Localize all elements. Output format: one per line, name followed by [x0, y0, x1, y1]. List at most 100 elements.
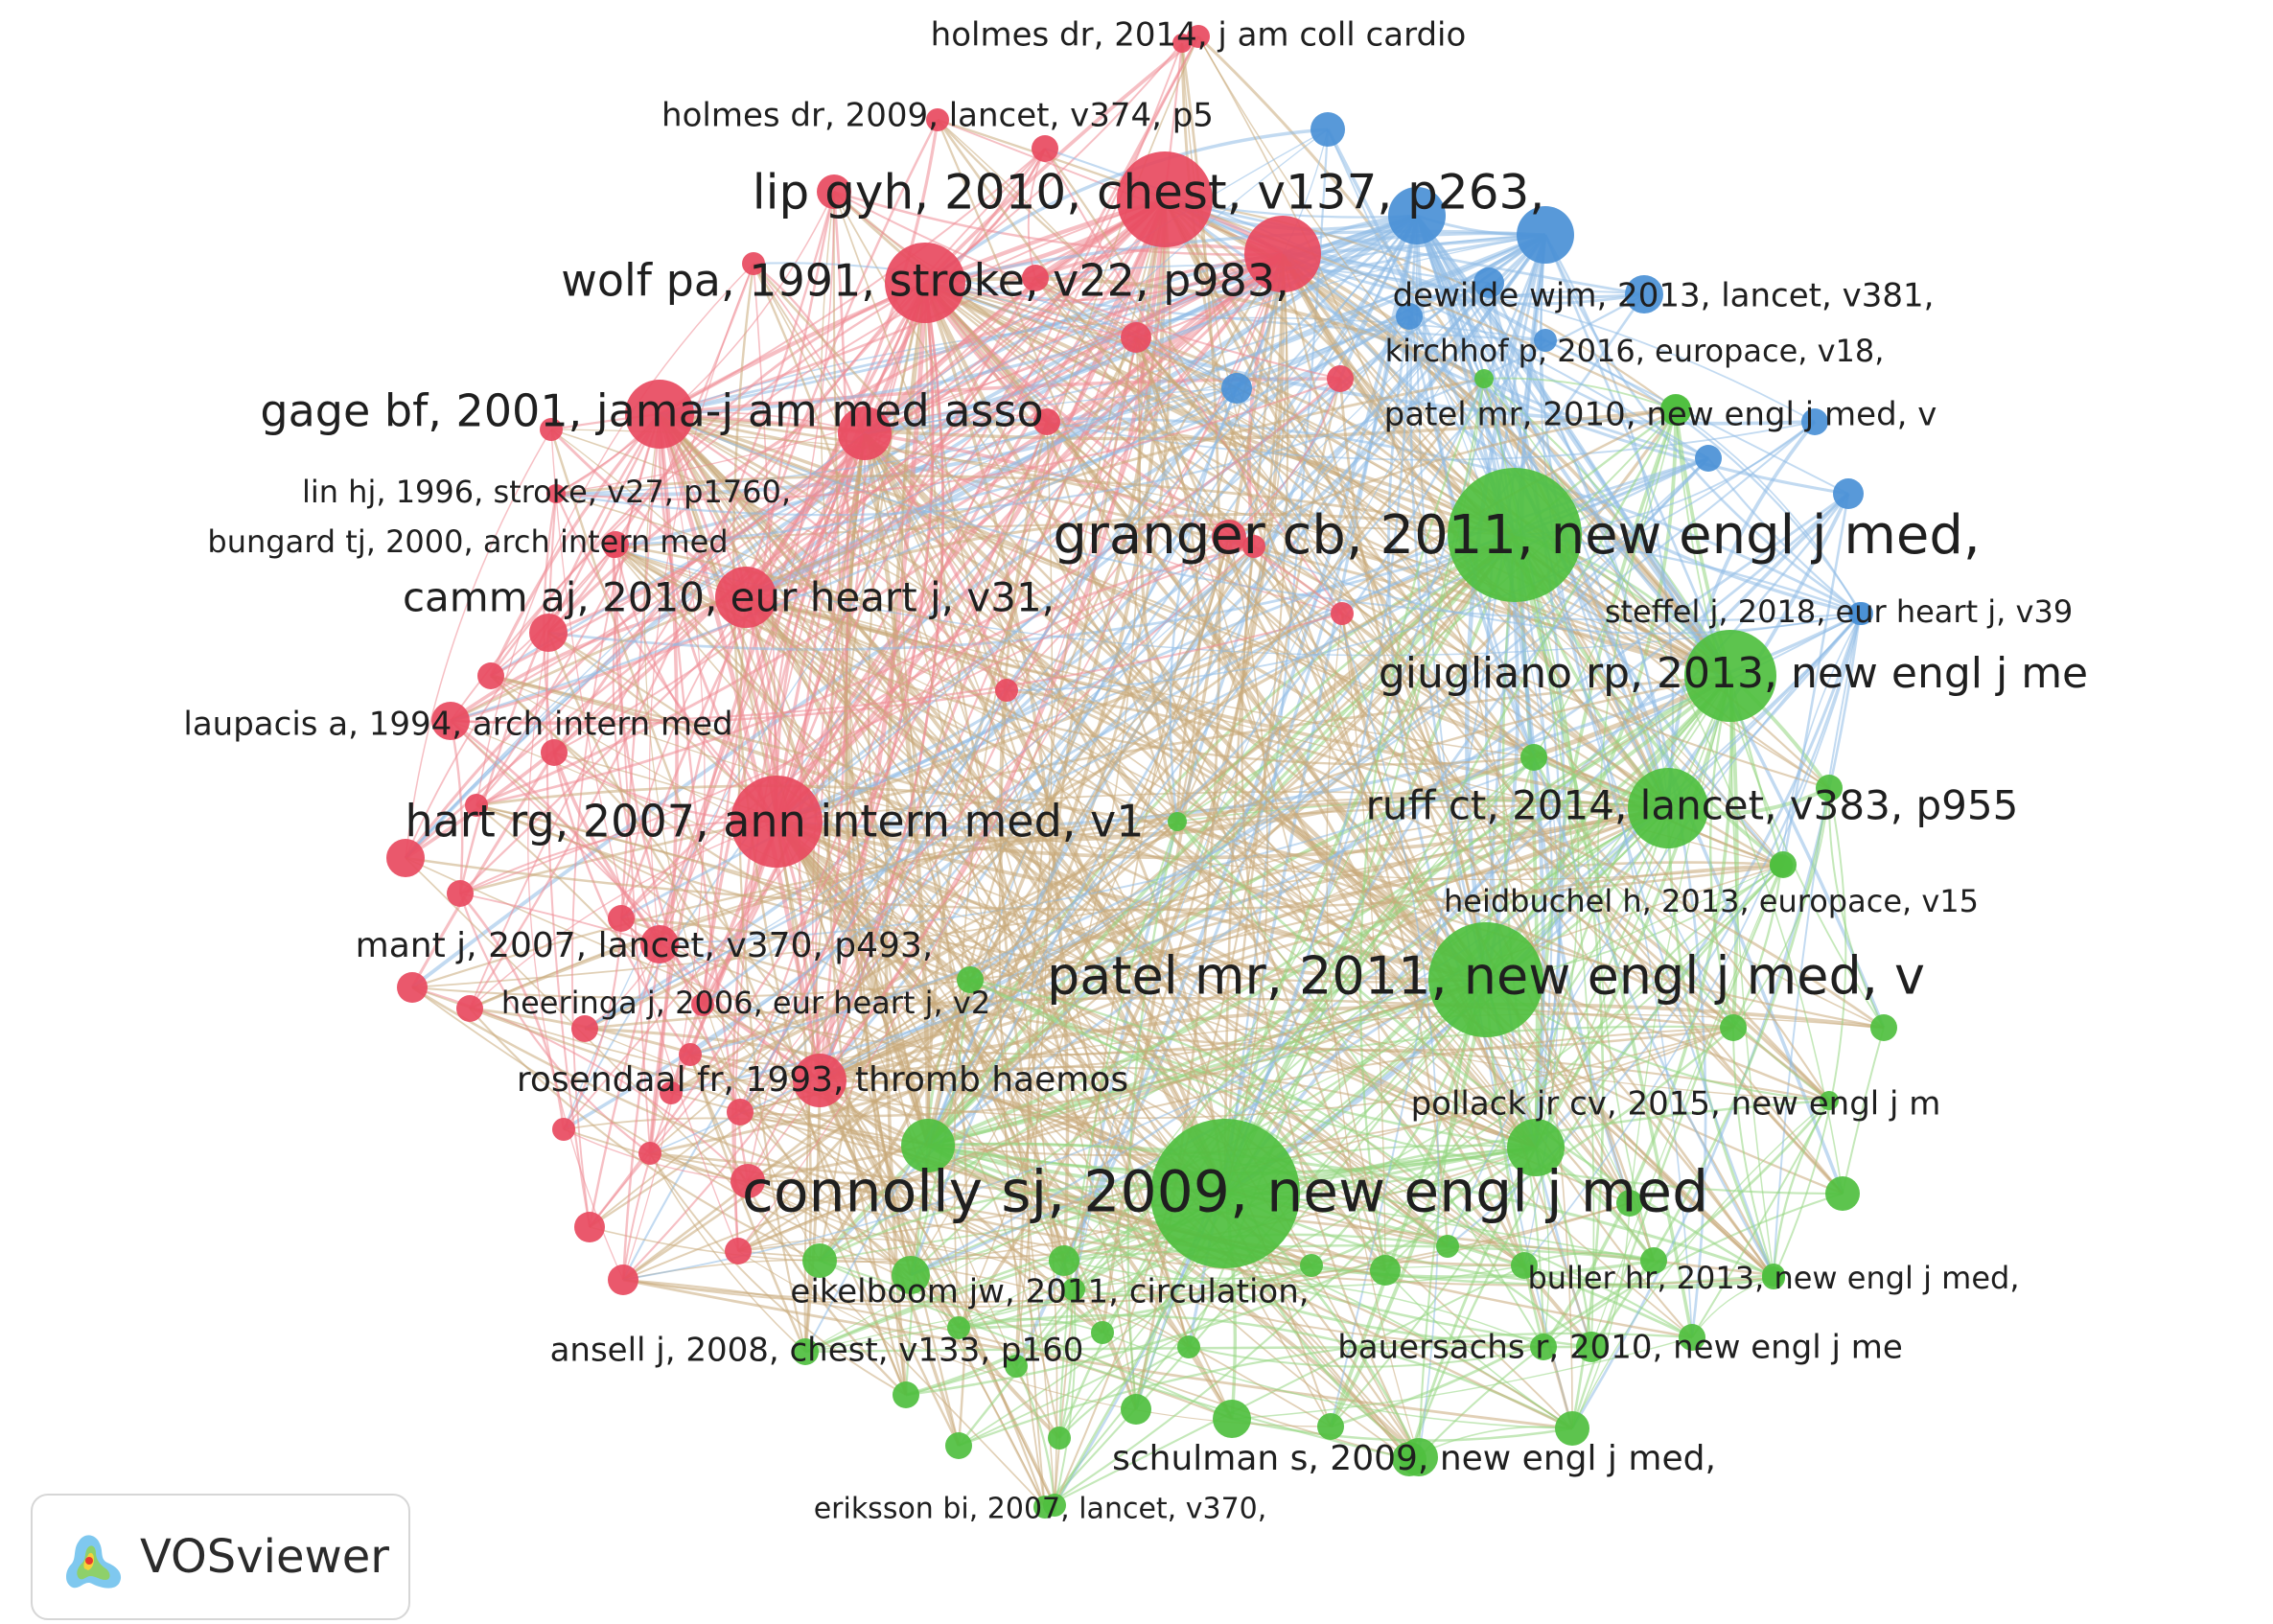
network-edge: [689, 1054, 1544, 1348]
vosviewer-logo-text: VOSviewer: [140, 1530, 390, 1584]
network-node: [447, 880, 474, 907]
network-edge: [1057, 674, 1731, 1439]
network-node: [742, 252, 765, 275]
node-n19: [1820, 1091, 1839, 1110]
network-edge: [1044, 1264, 1525, 1508]
network-node: [947, 1316, 970, 1339]
network-node: [1043, 1494, 1066, 1517]
network-edge: [490, 281, 926, 677]
network-edge: [450, 198, 1166, 722]
network-edge: [1418, 1193, 1844, 1458]
network-node: [1049, 1245, 1079, 1276]
network-edge: [1330, 1100, 1831, 1428]
network-edge: [1709, 675, 1735, 1029]
network-edge: [1827, 787, 1885, 1029]
network-node: [1048, 1427, 1071, 1450]
network-edge: [776, 821, 1017, 1367]
network-edge: [1034, 264, 1816, 423]
network-node: [1331, 602, 1354, 625]
network-node: [456, 995, 483, 1022]
network-edge: [1228, 407, 1677, 539]
node-n5: [625, 380, 694, 449]
network-node: [1242, 535, 1265, 558]
network-node: [602, 531, 629, 558]
network-node: [1511, 1252, 1538, 1279]
network-node: [1679, 1324, 1705, 1351]
network-edge: [819, 806, 1669, 1082]
network-node: [1474, 369, 1494, 388]
network-edge: [998, 689, 1046, 1508]
network-edge: [657, 413, 823, 1081]
network-node: [1033, 408, 1060, 435]
node-label: lip gyh, 2010, chest, v137, p263,: [753, 165, 1545, 220]
network-edge: [1341, 613, 1782, 868]
network-edge: [863, 432, 1449, 1248]
node-n22: [792, 1338, 819, 1365]
network-edge: [659, 412, 1669, 810]
network-node: [1212, 520, 1246, 554]
network-edge: [555, 191, 835, 495]
network-edge: [619, 413, 661, 919]
network-edge: [937, 119, 1631, 1204]
network-node: [817, 174, 851, 209]
network-edge: [489, 412, 661, 677]
network-edge: [819, 1079, 1421, 1459]
network-edge: [745, 596, 1537, 1148]
network-edge: [864, 417, 1863, 615]
network-edge: [819, 1260, 1410, 1461]
node-label: holmes dr, 2009, lancet, v374, p5: [661, 97, 1214, 135]
network-edge: [1330, 234, 1546, 1427]
node-n6: [546, 484, 566, 503]
network-edge: [619, 148, 1047, 919]
network-edge: [1408, 315, 1561, 1266]
network-edge: [550, 429, 1731, 677]
node-label: heidbuchel h, 2013, europace, v15: [1444, 883, 1979, 919]
network-node: [1833, 478, 1864, 509]
network-node: [1310, 112, 1345, 147]
network-node: [1660, 394, 1691, 425]
network-edge: [1164, 197, 1645, 296]
node-n4: [885, 243, 965, 323]
network-edge: [1197, 35, 1731, 677]
node-label: camm aj, 2010, eur heart j, v31,: [403, 574, 1055, 621]
network-edge: [659, 943, 929, 1148]
node-label: schulman s, 2009, new engl j med,: [1112, 1439, 1716, 1478]
network-edge: [753, 262, 1238, 389]
node-label: mant j, 2007, lancet, v370, p493,: [356, 926, 934, 965]
network-node: [1213, 1400, 1251, 1438]
network-edge: [1533, 408, 1677, 758]
network-edge: [555, 293, 1645, 517]
network-node: [1221, 373, 1252, 404]
network-edge: [1571, 1202, 1631, 1429]
network-edge: [1415, 215, 1844, 1195]
network-edge: [1780, 613, 1863, 867]
network-edge: [1135, 336, 1844, 1195]
network-edge: [450, 719, 661, 945]
network-edge: [449, 720, 464, 894]
network-edge: [1006, 421, 1816, 691]
network-edge: [1570, 613, 1862, 1429]
network-edge: [1224, 613, 1861, 1195]
network-edge: [1169, 387, 1239, 823]
network-edge: [475, 377, 1341, 807]
network-node: [1121, 322, 1151, 353]
network-edge: [958, 336, 1141, 1329]
network-edge: [411, 807, 1669, 999]
network-edge: [737, 1238, 1075, 1290]
network-node: [1640, 1247, 1667, 1274]
network-node: [1473, 267, 1504, 298]
network-edge: [924, 282, 1238, 389]
network-edge: [1513, 534, 1605, 1429]
network-node: [638, 1142, 661, 1165]
node-label: steffel j, 2018, eur heart j, v39: [1605, 593, 2073, 630]
node-label: granger cb, 2011, new engl j med,: [1053, 504, 1980, 567]
network-edge: [1329, 979, 1488, 1427]
network-edge: [649, 1152, 907, 1396]
network-edge: [490, 675, 1830, 1102]
network-edge: [804, 864, 1784, 1353]
network-edge: [1483, 378, 1844, 1195]
network-edge: [1415, 214, 1732, 678]
network-edge: [968, 545, 1256, 981]
network-edge: [1188, 1345, 1544, 1368]
